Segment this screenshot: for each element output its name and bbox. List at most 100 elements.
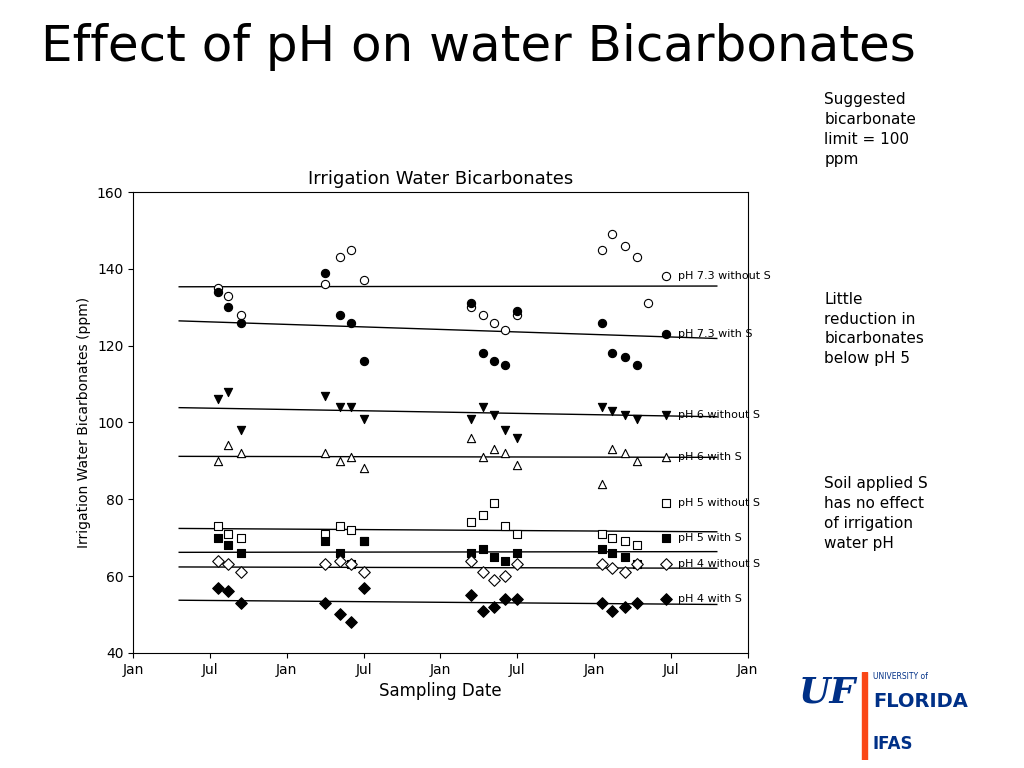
Point (497, 593, 513, 605)
Title: Irrigation Water Bicarbonates: Irrigation Water Bicarbonates (307, 170, 573, 187)
Point (332, 309, 348, 321)
Point (657, 451, 674, 463)
Point (604, 347, 621, 359)
Point (475, 451, 492, 463)
Point (593, 316, 609, 329)
Point (210, 455, 226, 467)
Point (317, 558, 334, 571)
Point (782, 570, 799, 582)
Text: pH 7.3 without S: pH 7.3 without S (678, 271, 771, 282)
Point (629, 455, 645, 467)
Point (497, 554, 513, 567)
Point (616, 535, 633, 548)
Point (782, 412, 799, 425)
Point (793, 347, 809, 359)
Point (343, 451, 359, 463)
Point (911, 558, 928, 571)
Point (639, 297, 655, 310)
Point (616, 566, 633, 578)
Point (485, 601, 502, 613)
Point (317, 266, 334, 279)
Point (593, 401, 609, 413)
Point (355, 462, 372, 475)
Point (911, 455, 928, 467)
Point (232, 424, 249, 436)
Point (793, 420, 809, 432)
Point (901, 451, 918, 463)
Point (220, 439, 237, 452)
Point (758, 547, 774, 559)
Point (901, 566, 918, 578)
Point (475, 401, 492, 413)
Point (220, 290, 237, 302)
Point (210, 282, 226, 294)
Point (924, 412, 940, 425)
Point (210, 286, 226, 298)
Point (629, 539, 645, 551)
Point (746, 451, 763, 463)
Point (793, 462, 809, 475)
Point (355, 566, 372, 578)
Point (936, 551, 952, 563)
Point (485, 316, 502, 329)
Point (793, 601, 809, 613)
Point (509, 558, 525, 571)
Point (936, 593, 952, 605)
Text: Effect of pH on water Bicarbonates: Effect of pH on water Bicarbonates (41, 23, 915, 71)
Point (629, 359, 645, 371)
Point (657, 531, 674, 544)
Point (770, 455, 786, 467)
Point (355, 581, 372, 594)
Point (782, 558, 799, 571)
Point (210, 581, 226, 594)
Point (355, 412, 372, 425)
Point (497, 324, 513, 336)
Point (463, 516, 479, 528)
Point (210, 393, 226, 406)
Text: pH 7.3 with S: pH 7.3 with S (678, 329, 753, 339)
Point (343, 316, 359, 329)
Point (210, 531, 226, 544)
Point (793, 578, 809, 590)
Point (924, 451, 940, 463)
Point (232, 531, 249, 544)
Point (629, 251, 645, 263)
Point (911, 520, 928, 532)
Point (343, 524, 359, 536)
Text: pH 6 without S: pH 6 without S (678, 409, 761, 420)
Point (616, 240, 633, 252)
Point (509, 547, 525, 559)
Point (604, 443, 621, 455)
Point (782, 516, 799, 528)
Point (758, 528, 774, 540)
Point (355, 535, 372, 548)
Point (509, 528, 525, 540)
Point (343, 243, 359, 256)
Point (497, 424, 513, 436)
Text: pH 4 without S: pH 4 without S (678, 559, 761, 570)
Point (901, 405, 918, 417)
Point (746, 558, 763, 571)
Point (793, 547, 809, 559)
Point (657, 593, 674, 605)
Point (770, 604, 786, 617)
Point (355, 274, 372, 286)
Point (657, 497, 674, 509)
Point (782, 608, 799, 621)
Point (497, 447, 513, 459)
Point (509, 593, 525, 605)
Point (463, 301, 479, 313)
Point (657, 558, 674, 571)
Point (317, 528, 334, 540)
Point (332, 547, 348, 559)
Point (770, 290, 786, 302)
Point (475, 309, 492, 321)
Point (629, 597, 645, 609)
Point (475, 604, 492, 617)
Point (746, 520, 763, 532)
Point (758, 405, 774, 417)
Point (604, 405, 621, 417)
Point (604, 562, 621, 574)
Point (355, 535, 372, 548)
Point (936, 282, 952, 294)
